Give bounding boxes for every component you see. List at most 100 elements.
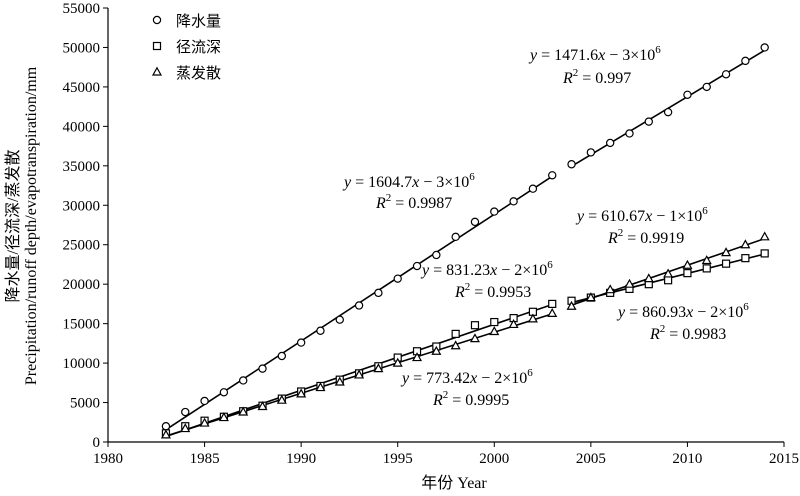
- data-point: [200, 396, 209, 406]
- data-point: [431, 345, 442, 355]
- data-point: [334, 376, 345, 386]
- data-point: [664, 276, 673, 285]
- r2-label: R2 = 0.9987: [375, 192, 452, 212]
- data-point: [548, 171, 557, 180]
- data-point: [412, 352, 423, 362]
- data-point: [624, 278, 635, 288]
- data-point: [721, 247, 732, 257]
- data-point: [760, 43, 769, 52]
- data-point: [760, 249, 769, 258]
- y-axis-title-en: Precipitation/runoff depth/evapotranspir…: [23, 66, 40, 385]
- data-point: [412, 261, 422, 271]
- data-point: [335, 315, 344, 324]
- data-point: [508, 318, 519, 329]
- y-tick-label: 55000: [63, 1, 101, 17]
- data-point: [683, 90, 692, 100]
- data-point: [741, 254, 750, 263]
- x-tick-label: 1990: [286, 451, 316, 467]
- data-point: [296, 388, 307, 398]
- data-point: [509, 197, 518, 206]
- equation-label: y = 860.93x − 2×106: [616, 301, 749, 321]
- y-tick-label: 10000: [63, 356, 101, 372]
- data-point: [566, 300, 577, 310]
- data-point: [354, 369, 365, 379]
- equation-label: y = 1471.6x − 3×106: [528, 44, 661, 64]
- x-tick-label: 2000: [479, 451, 509, 467]
- x-tick-label: 2010: [672, 451, 702, 467]
- data-point: [277, 351, 287, 361]
- data-point: [258, 364, 267, 373]
- x-tick-label: 2015: [769, 451, 799, 467]
- data-point: [741, 56, 750, 66]
- data-point: [315, 382, 326, 392]
- data-point: [489, 326, 500, 336]
- data-point: [392, 357, 403, 367]
- data-point: [276, 394, 287, 404]
- data-point: [663, 107, 673, 117]
- data-point: [701, 255, 712, 265]
- data-point: [567, 160, 576, 169]
- data-point: [643, 273, 654, 283]
- data-point: [470, 217, 480, 227]
- data-point: [161, 422, 171, 431]
- y-tick-label: 5000: [70, 396, 100, 412]
- data-point: [605, 138, 615, 148]
- data-point: [702, 264, 711, 273]
- axes: 1980 1985 1990 1995 2000 2005 2010 2015 0 5000 100…: [63, 1, 800, 467]
- data-point: [238, 406, 249, 416]
- data-point: [586, 148, 596, 157]
- r2-label: R2 = 0.9983: [649, 323, 726, 343]
- data-point: [759, 231, 770, 241]
- data-point: [218, 412, 229, 422]
- legend-marker: [152, 41, 162, 51]
- legend-label: 蒸发散: [176, 64, 221, 82]
- data-point: [432, 250, 441, 260]
- y-tick-label: 30000: [63, 198, 101, 214]
- data-point: [528, 184, 538, 193]
- data-point: [180, 423, 191, 433]
- y-tick-label: 35000: [63, 159, 101, 175]
- y-tick-label: 40000: [63, 119, 101, 135]
- data-point: [470, 321, 480, 330]
- data-point: [296, 338, 306, 347]
- data-point: [354, 301, 364, 310]
- y-tick-label: 25000: [63, 238, 101, 254]
- data-point: [702, 82, 711, 92]
- data-point: [451, 232, 460, 242]
- data-point: [374, 288, 383, 298]
- data-point: [625, 129, 634, 138]
- x-tick-label: 1980: [93, 451, 123, 467]
- data-point: [257, 401, 268, 411]
- data-point: [605, 284, 616, 294]
- x-tick-label: 1995: [383, 451, 413, 467]
- data-point: [238, 376, 248, 385]
- data-point: [451, 329, 460, 338]
- y-tick-label: 0: [93, 435, 101, 451]
- data-point: [199, 417, 210, 427]
- data-point: [682, 259, 693, 269]
- equation-label: y = 831.23x − 2×106: [420, 259, 553, 279]
- equation-label: y = 773.42x − 2×106: [400, 367, 533, 387]
- legend-marker: [152, 15, 162, 25]
- x-axis-title: 年份 Year: [421, 474, 487, 492]
- data-point: [450, 340, 461, 350]
- data-point: [683, 269, 692, 278]
- equation-label: y = 610.67x − 1×106: [575, 205, 708, 225]
- legend-label: 降水量: [176, 12, 221, 30]
- legend-marker: [151, 66, 163, 76]
- equation-label: y = 1604.7x − 3×106: [342, 171, 475, 191]
- legend-label: 径流深: [176, 38, 221, 56]
- data-point: [219, 388, 229, 397]
- data-point: [721, 259, 731, 268]
- y-tick-label: 50000: [63, 40, 101, 56]
- r2-label: R2 = 0.9953: [454, 281, 531, 301]
- data-point: [644, 117, 654, 126]
- y-tick-label: 20000: [63, 277, 101, 293]
- data-point: [181, 407, 190, 417]
- data-point: [548, 299, 557, 309]
- r2-label: R2 = 0.9995: [432, 389, 509, 409]
- x-tick-label: 2005: [576, 451, 606, 467]
- y-axis-title-cn: 降水量/径流深/蒸发散: [4, 150, 22, 303]
